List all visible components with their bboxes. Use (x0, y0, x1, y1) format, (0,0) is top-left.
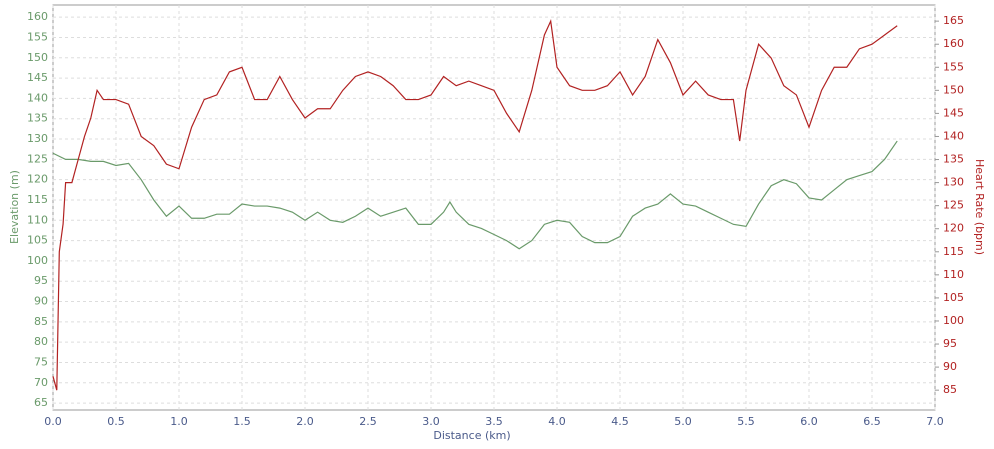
y2-tick-label: 135 (943, 153, 964, 166)
y-tick-label: 105 (27, 234, 48, 247)
y2-tick-label: 130 (943, 176, 964, 189)
y-tick-label: 125 (27, 152, 48, 165)
y-tick-label: 145 (27, 71, 48, 84)
y-tick-label: 155 (27, 30, 48, 43)
y-tick-label: 75 (34, 355, 48, 368)
x-tick-label: 2.0 (296, 415, 314, 428)
x-tick-label: 6.5 (863, 415, 881, 428)
y-tick-label: 65 (34, 396, 48, 409)
y2-axis-label: Heart Rate (bpm) (973, 159, 986, 255)
x-tick-label: 5.5 (737, 415, 755, 428)
y2-tick-label: 155 (943, 60, 964, 73)
y-tick-label: 80 (34, 335, 48, 348)
y-tick-label: 130 (27, 132, 48, 145)
y2-tick-label: 165 (943, 14, 964, 27)
y2-tick-label: 140 (943, 129, 964, 142)
y-tick-label: 110 (27, 213, 48, 226)
y2-tick-label: 120 (943, 222, 964, 235)
y-tick-label: 150 (27, 51, 48, 64)
y-tick-label: 135 (27, 112, 48, 125)
y2-tick-label: 110 (943, 268, 964, 281)
x-tick-label: 0.0 (44, 415, 62, 428)
x-tick-label: 2.5 (359, 415, 377, 428)
x-tick-label: 6.0 (800, 415, 818, 428)
y-tick-label: 140 (27, 91, 48, 104)
x-tick-label: 1.5 (233, 415, 251, 428)
y2-tick-label: 100 (943, 314, 964, 327)
y-tick-label: 120 (27, 173, 48, 186)
y2-tick-label: 85 (943, 383, 957, 396)
y2-tick-label: 125 (943, 199, 964, 212)
x-tick-label: 5.0 (674, 415, 692, 428)
x-tick-label: 0.5 (107, 415, 125, 428)
y-tick-label: 160 (27, 10, 48, 23)
x-tick-label: 4.5 (611, 415, 629, 428)
y2-tick-label: 115 (943, 245, 964, 258)
y2-tick-label: 95 (943, 337, 957, 350)
y-tick-label: 100 (27, 254, 48, 267)
x-tick-label: 3.5 (485, 415, 503, 428)
x-tick-label: 3.0 (422, 415, 440, 428)
y2-tick-label: 150 (943, 83, 964, 96)
x-tick-label: 1.0 (170, 415, 188, 428)
y2-tick-label: 145 (943, 106, 964, 119)
y2-tick-label: 160 (943, 37, 964, 50)
y2-tick-label: 105 (943, 291, 964, 304)
x-tick-label: 4.0 (548, 415, 566, 428)
y-tick-label: 85 (34, 315, 48, 328)
y-tick-label: 70 (34, 376, 48, 389)
x-tick-label: 7.0 (926, 415, 944, 428)
y-axis-label: Elevation (m) (8, 170, 21, 244)
y-tick-label: 115 (27, 193, 48, 206)
y2-tick-label: 90 (943, 360, 957, 373)
series-line (52, 140, 898, 250)
y-tick-label: 95 (34, 274, 48, 287)
y-tick-label: 90 (34, 295, 48, 308)
series-line (52, 19, 898, 391)
x-axis-label: Distance (km) (433, 429, 510, 442)
